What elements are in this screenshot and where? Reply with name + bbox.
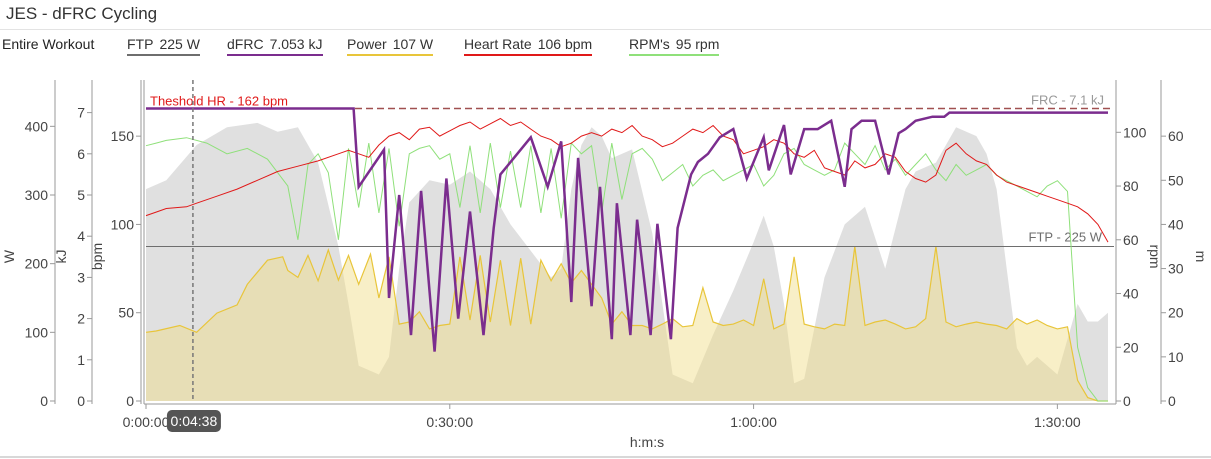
legend-rpm-value: 95 rpm	[675, 36, 720, 52]
cursor-time-label: 0:04:38	[171, 413, 218, 429]
legend-power-name: Power	[347, 36, 387, 52]
axis-title-m: m	[1193, 251, 1209, 263]
tick-label-rpm: 20	[1123, 339, 1139, 355]
legend-dfrc-name: dFRC	[227, 36, 264, 52]
tick-label-rpm: 60	[1123, 232, 1139, 248]
legend-ftp-name: FTP	[127, 36, 154, 52]
x-tick-label: 0:00:00	[123, 414, 170, 430]
tick-label-m: 60	[1168, 128, 1184, 144]
tick-label-hr: 0	[126, 393, 134, 409]
tick-label-m: 50	[1168, 172, 1184, 188]
tick-label-rpm: 80	[1123, 178, 1139, 194]
axis-title-power: W	[1, 249, 17, 263]
tick-label-rpm: 40	[1123, 286, 1139, 302]
tick-label-dfrc: 4	[77, 228, 85, 244]
x-tick-label: 0:30:00	[426, 414, 473, 430]
tick-label-m: 20	[1168, 305, 1184, 321]
tick-label-dfrc: 0	[77, 393, 85, 409]
legend-dfrc-value: 7.053 kJ	[269, 36, 323, 52]
cursor-time-badge	[166, 410, 221, 432]
tick-label-m: 40	[1168, 216, 1184, 232]
tick-label-power: 0	[40, 393, 48, 409]
tick-label-hr: 100	[111, 216, 135, 232]
legend-heart-rate-value: 106 bpm	[537, 36, 593, 52]
frc-annotation: FRC - 7.1 kJ	[1031, 92, 1104, 107]
tick-label-hr: 50	[118, 305, 134, 321]
tick-label-hr: 150	[111, 128, 135, 144]
x-tick-label: 1:00:00	[730, 414, 777, 430]
tick-label-power: 300	[25, 187, 49, 203]
tick-label-dfrc: 7	[77, 105, 85, 121]
bottom-divider	[0, 456, 1211, 458]
tick-label-m: 10	[1168, 349, 1184, 365]
series-rpm-line	[145, 137, 1108, 402]
tick-label-power: 200	[25, 256, 49, 272]
series-power-line	[145, 246, 1108, 402]
legend-rpm-name: RPM's	[629, 36, 670, 52]
axis-title-dfrc: kJ	[53, 250, 69, 264]
x-tick-label: 1:30:00	[1034, 414, 1081, 430]
tick-label-dfrc: 3	[77, 269, 85, 285]
threshold-hr-annotation: Theshold HR - 162 bpm	[150, 93, 288, 108]
legend-range-label[interactable]: Entire Workout	[2, 36, 95, 52]
legend-item-dfrc[interactable]: dFRC 7.053 kJ	[227, 36, 323, 56]
tick-label-m: 0	[1168, 393, 1176, 409]
legend-heart-rate-name: Heart Rate	[464, 36, 532, 52]
axis-title-hr: bpm	[89, 243, 105, 270]
tick-label-dfrc: 1	[77, 352, 85, 368]
ftp-annotation: FTP - 225 W	[1029, 230, 1103, 245]
tick-label-dfrc: 5	[77, 187, 85, 203]
legend-item-rpm[interactable]: RPM's 95 rpm	[629, 36, 720, 56]
legend-item-power[interactable]: Power 107 W	[347, 36, 434, 56]
title-divider	[0, 29, 1211, 30]
series-dfrc-line	[146, 107, 1108, 352]
tick-label-dfrc: 2	[77, 311, 85, 327]
tick-label-rpm: 100	[1123, 124, 1147, 140]
legend-ftp-value: 225 W	[159, 36, 200, 52]
tick-label-dfrc: 6	[77, 146, 85, 162]
chart-title: JES - dFRC Cycling	[6, 4, 158, 23]
series-elevation-area	[146, 122, 1108, 402]
tick-label-rpm: 0	[1123, 393, 1131, 409]
tick-label-m: 30	[1168, 261, 1184, 277]
tick-label-power: 100	[25, 324, 49, 340]
legend-power-value: 107 W	[392, 36, 434, 52]
tick-label-power: 400	[25, 118, 49, 134]
axis-title-rpm: rpm	[1147, 244, 1163, 268]
legend-item-ftp[interactable]: FTP 225 W	[127, 36, 200, 56]
x-axis-title: h:m:s	[630, 434, 664, 450]
series-heart-rate-line	[145, 117, 1109, 243]
legend-item-heart-rate[interactable]: Heart Rate 106 bpm	[464, 36, 593, 56]
series-power-area	[146, 246, 1108, 401]
